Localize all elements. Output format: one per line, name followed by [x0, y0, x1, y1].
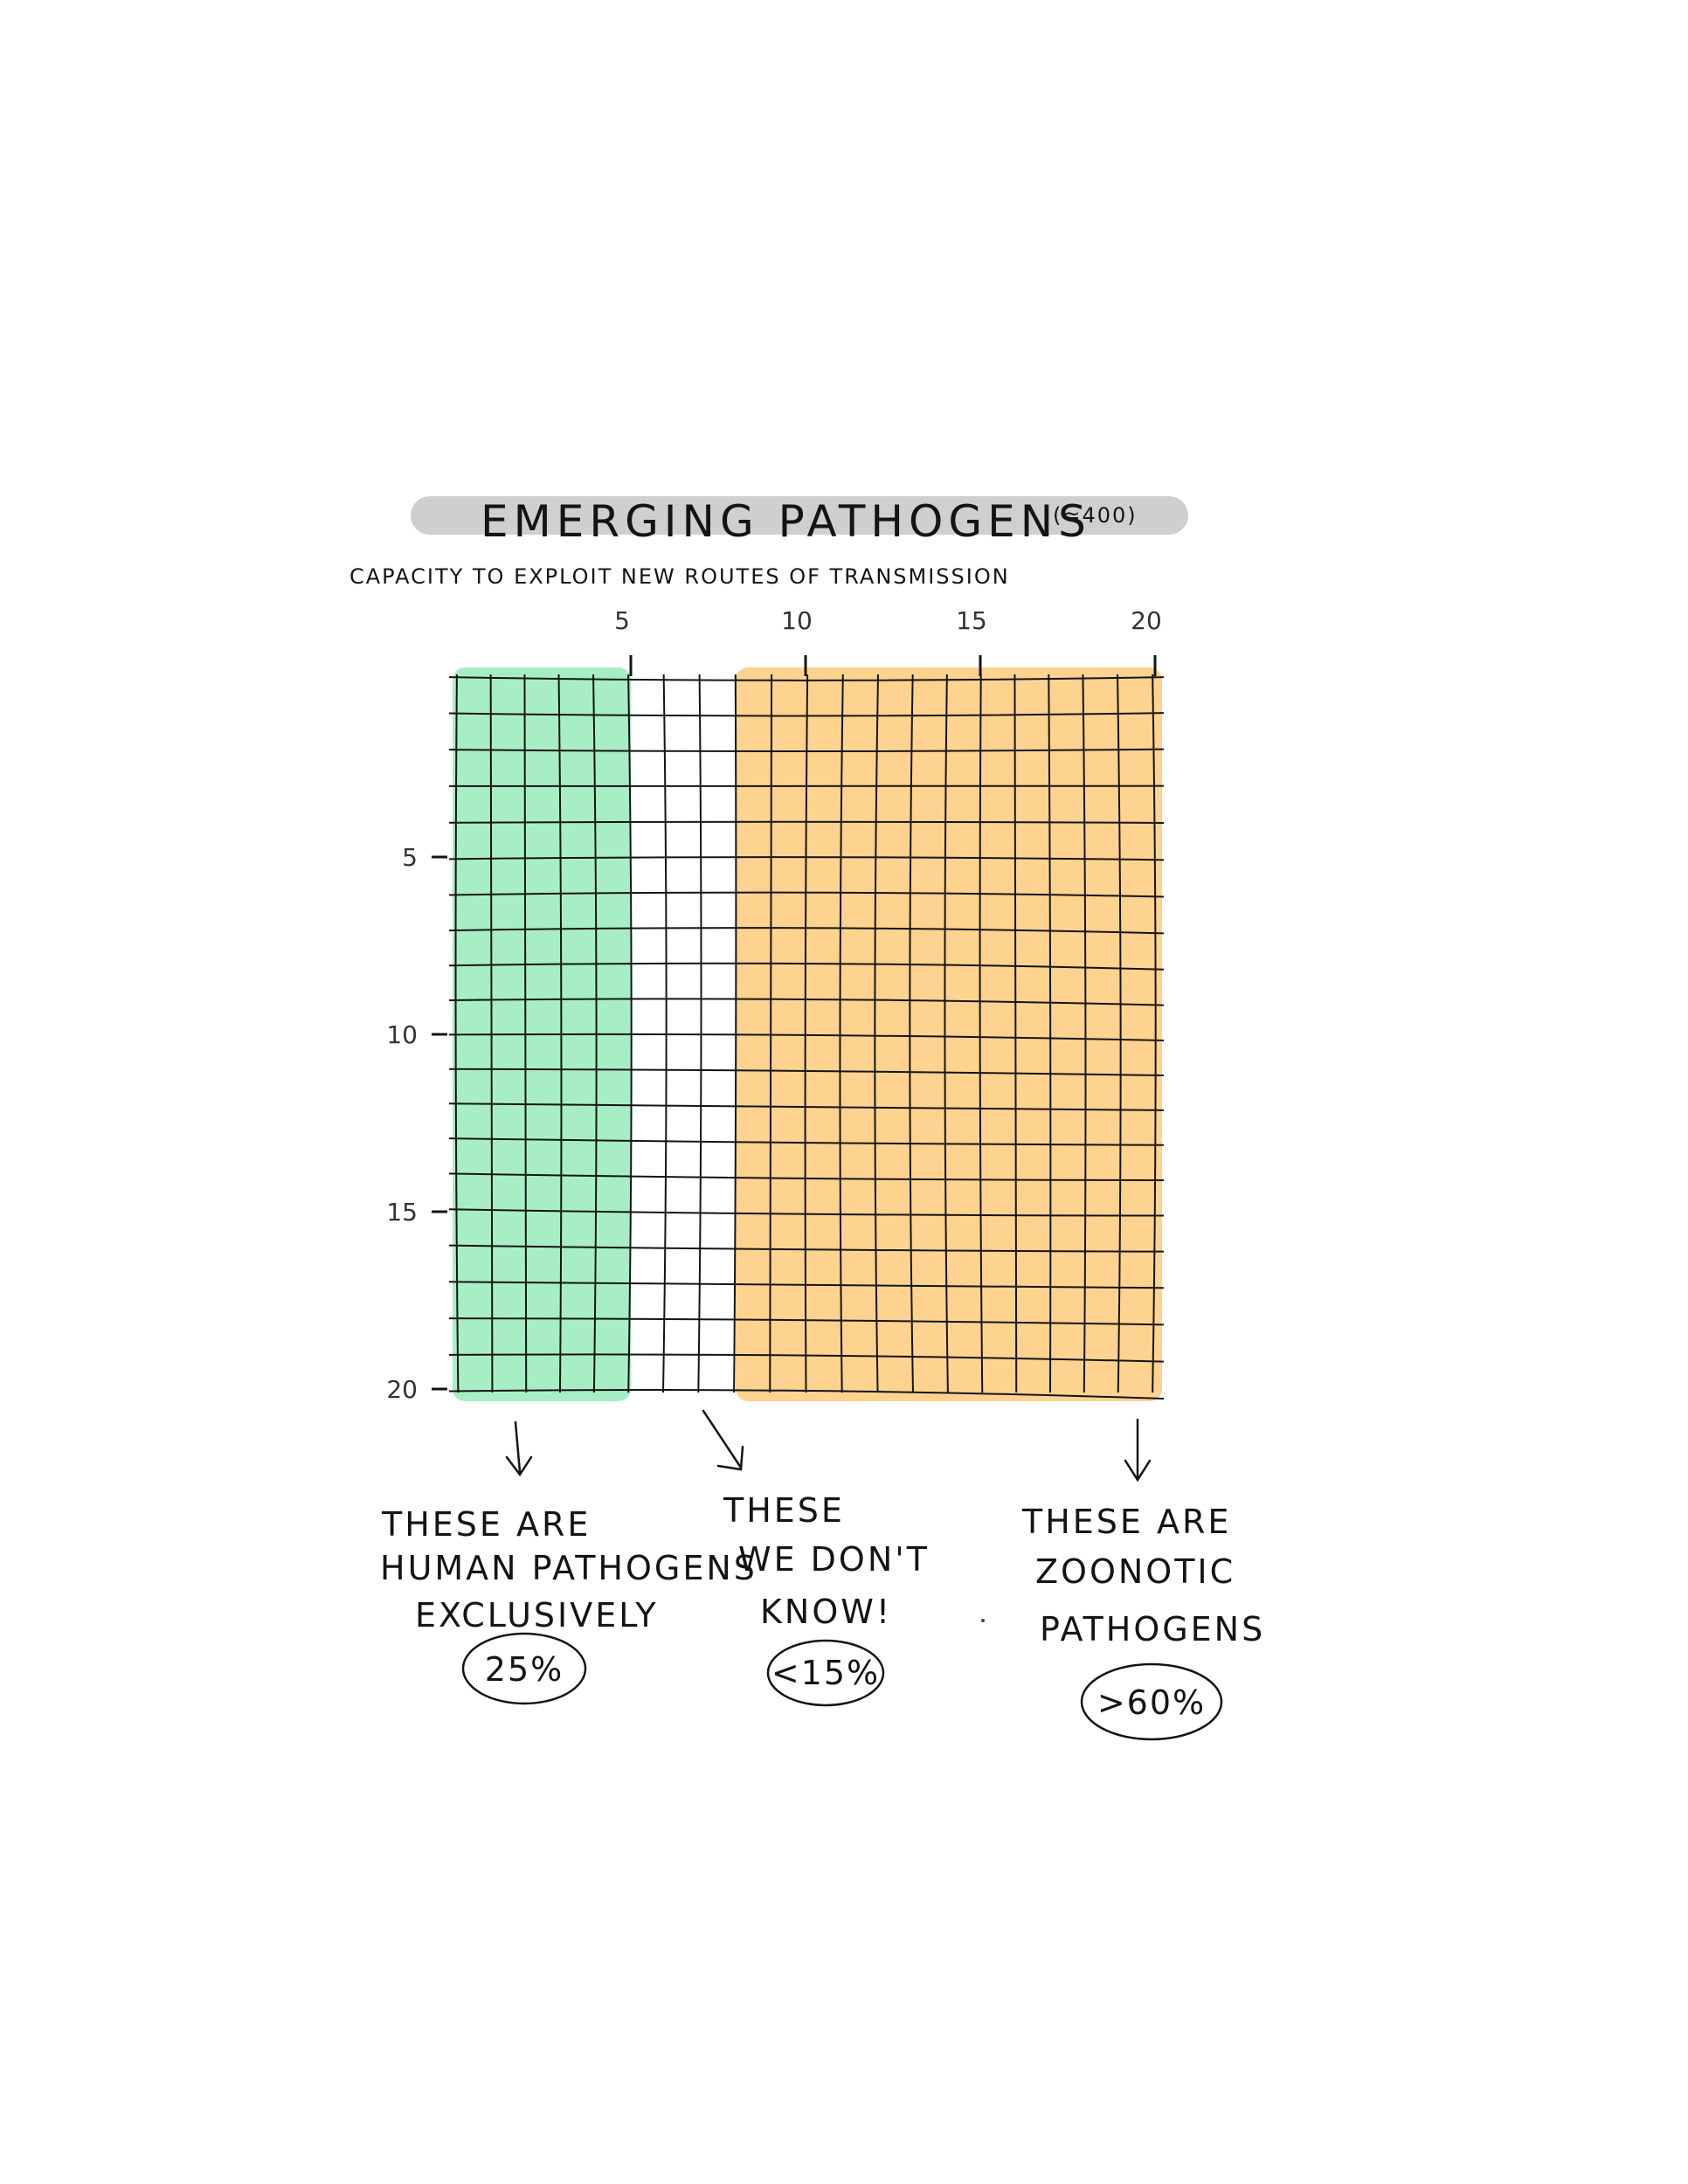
- grid-row-line: [448, 1244, 1165, 1253]
- grid-row-line: [448, 820, 1165, 824]
- grid-row-line: [448, 1033, 1165, 1042]
- grid-column-line: [944, 674, 949, 1393]
- grid-column-line: [804, 674, 809, 1393]
- caption-human-line-2: HUMAN PATHOGENS: [380, 1549, 758, 1587]
- top-tick-label-15: 15: [956, 606, 987, 635]
- percent-circle-human: [461, 1632, 587, 1705]
- left-tick-label-10: 10: [386, 1020, 418, 1049]
- grid-lines: [448, 674, 1165, 1400]
- caption-zoonotic-line-2: ZOONOTIC: [1035, 1552, 1235, 1591]
- grid-row-line: [448, 1208, 1165, 1217]
- percent-zoonotic: >60%: [1097, 1683, 1206, 1722]
- arrow-to-human-group: [505, 1420, 533, 1477]
- grid-row-line: [448, 1353, 1165, 1363]
- caption-zoonotic: THESE ARE ZOONOTIC PATHOGENS >60%: [1021, 1503, 1265, 1741]
- grid-row-line: [448, 784, 1165, 788]
- grid-row-line: [448, 962, 1165, 971]
- grid-column-line: [1152, 674, 1157, 1393]
- grid-column-line: [1082, 674, 1087, 1393]
- arrow-to-zoonotic-group: [1124, 1418, 1152, 1482]
- caption-unknown: THESE WE DON'T KNOW! <15%: [723, 1491, 930, 1707]
- caption-unknown-line-1: THESE: [723, 1491, 845, 1530]
- grid-column-line: [1013, 674, 1018, 1393]
- caption-zoonotic-line-3: PATHOGENS: [1040, 1610, 1265, 1648]
- grid-column-line: [874, 674, 879, 1393]
- sketch-title: EMERGING PATHOGENS: [481, 496, 1091, 547]
- left-tick-label-5: 5: [402, 843, 418, 872]
- caption-unknown-line-2: WE DON'T: [738, 1540, 930, 1579]
- left-tick-label-15: 15: [386, 1198, 418, 1227]
- grid-row-line: [448, 712, 1165, 717]
- top-axis: 5 10 15 20: [614, 606, 1162, 676]
- grid-row-line: [448, 1068, 1165, 1077]
- caption-zoonotic-line-1: THESE ARE: [1021, 1503, 1231, 1541]
- left-tick-label-20: 20: [386, 1375, 418, 1404]
- grid-column-line: [839, 674, 844, 1393]
- grid-row-line: [448, 1281, 1165, 1289]
- grid-row-line: [448, 676, 1165, 681]
- grid-row-line: [448, 1172, 1165, 1181]
- caption-human-line-1: THESE ARE: [381, 1505, 591, 1544]
- grid-column-line: [1117, 674, 1122, 1393]
- percent-circle-zoonotic: [1080, 1662, 1223, 1741]
- grid-row-line: [448, 927, 1165, 935]
- sketch-subtitle: CAPACITY TO EXPLOIT NEW ROUTES OF TRANSM…: [349, 564, 1010, 589]
- percent-unknown: <15%: [771, 1654, 880, 1692]
- grid-row-line: [448, 856, 1165, 861]
- top-tick-label-10: 10: [781, 606, 813, 635]
- grid-column-line: [979, 674, 984, 1393]
- grid-row-line: [448, 998, 1165, 1006]
- top-tick-label-5: 5: [614, 606, 630, 635]
- arrow-to-unknown-group: [702, 1409, 744, 1471]
- caption-unknown-line-3: KNOW!: [760, 1593, 892, 1631]
- caption-human: THESE ARE HUMAN PATHOGENS EXCLUSIVELY 25…: [380, 1505, 758, 1705]
- caption-human-line-3: EXCLUSIVELY: [415, 1596, 659, 1635]
- left-axis: 5 10 15 20: [386, 843, 447, 1404]
- grid-column-line: [1048, 674, 1052, 1393]
- grid-row-line: [448, 748, 1165, 752]
- grid-row-line: [448, 1102, 1165, 1111]
- grid-row-line: [448, 1389, 1165, 1400]
- stray-pen-dot: [981, 1619, 985, 1622]
- grid-column-line: [769, 674, 773, 1393]
- percent-human: 25%: [485, 1650, 564, 1689]
- grid-row-line: [448, 891, 1165, 898]
- grid-row-line: [448, 1137, 1165, 1146]
- grid-row-line: [448, 1317, 1165, 1326]
- top-tick-label-20: 20: [1131, 606, 1162, 635]
- percent-circle-unknown: [766, 1639, 885, 1707]
- sketch-title-note: (≃400): [1053, 503, 1138, 528]
- grid-column-line: [909, 674, 914, 1393]
- title-highlight-band: [411, 496, 1188, 535]
- band-zoonotic-pathogens: [736, 667, 1162, 1401]
